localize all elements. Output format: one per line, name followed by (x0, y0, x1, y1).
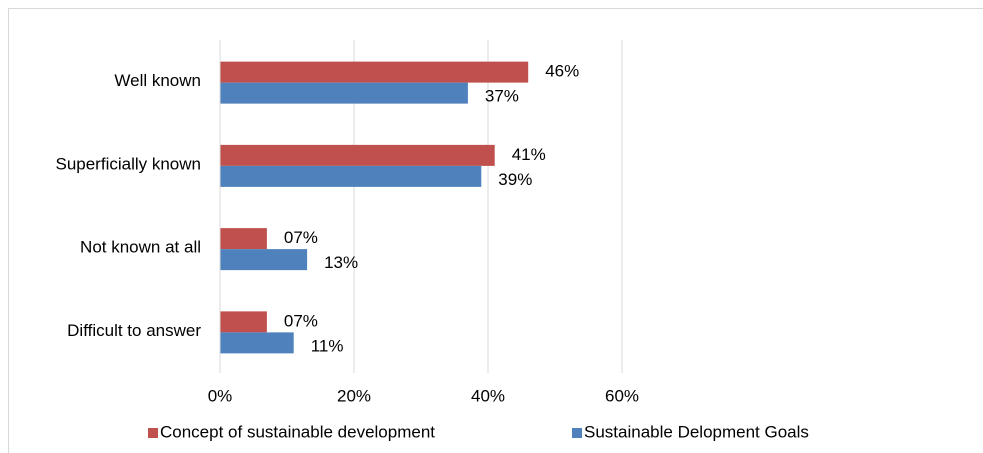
x-tick-label: 0% (208, 386, 233, 405)
data-label: 11% (311, 336, 344, 355)
data-label: 39% (498, 170, 532, 189)
bar (220, 228, 267, 250)
data-label: 41% (512, 145, 546, 164)
data-label: 07% (284, 228, 318, 247)
x-tick-label: 60% (605, 386, 639, 405)
x-tick-label: 20% (337, 386, 371, 405)
legend-swatch (148, 428, 158, 438)
legend-swatch (572, 428, 582, 438)
y-tick-label: Superficially known (55, 154, 201, 173)
data-label: 46% (545, 62, 579, 81)
bar (220, 61, 529, 83)
bar (220, 165, 482, 187)
data-label: 13% (324, 253, 358, 272)
y-tick-label: Difficult to answer (67, 321, 201, 340)
y-tick-label: Well known (114, 71, 201, 90)
bar (220, 249, 308, 271)
chart-border (8, 8, 983, 453)
y-tick-label: Not known at all (80, 238, 201, 257)
bar (220, 144, 495, 166)
bar (220, 332, 294, 354)
x-tick-label: 40% (471, 386, 505, 405)
bar (220, 311, 267, 333)
data-label: 07% (284, 311, 318, 330)
data-label: 37% (485, 87, 519, 106)
legend-label: Concept of sustainable development (160, 422, 435, 441)
legend-label: Sustainable Delopment Goals (584, 422, 809, 441)
bar (220, 82, 468, 104)
